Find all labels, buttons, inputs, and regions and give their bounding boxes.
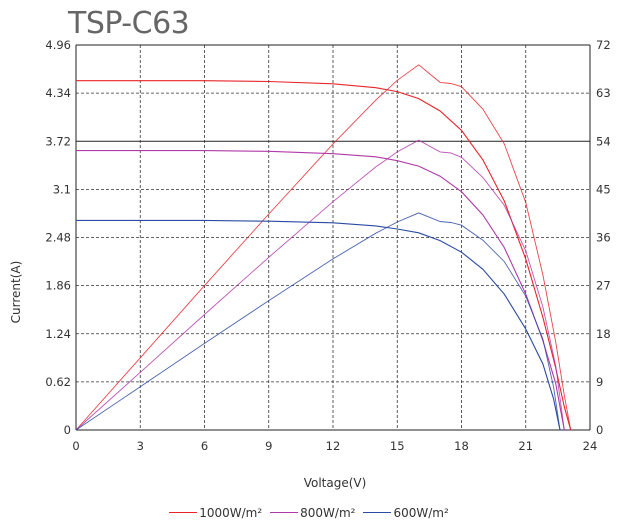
y2-tick-label: 0 (596, 423, 603, 437)
legend-swatch (169, 512, 198, 513)
iv-curve-line (76, 80, 572, 431)
y-tick-label: 3.72 (45, 134, 71, 148)
legend-label: 800W/m² (300, 505, 356, 520)
y2-tick-label: 63 (596, 86, 611, 100)
legend-item: 800W/m² (270, 506, 355, 520)
y2-tick-label: 27 (596, 279, 611, 293)
x-tick-label: 18 (454, 439, 469, 453)
legend-item: 600W/m² (363, 505, 449, 520)
y2-tick-label: 18 (596, 327, 611, 341)
pv-curve-line (75, 139, 565, 431)
x-axis-label: Voltage(V) (303, 476, 367, 490)
y-tick-label: 0 (64, 423, 71, 437)
y-tick-label: 1.86 (45, 279, 71, 293)
x-tick-label: 12 (326, 439, 341, 453)
legend-swatch (270, 512, 299, 513)
y2-tick-label: 54 (596, 134, 611, 148)
x-tick-label: 9 (265, 439, 272, 453)
y-tick-label: 0.62 (45, 375, 71, 389)
chart-title: TSP-C63 (68, 6, 190, 41)
x-tick-label: 21 (518, 439, 533, 453)
x-tick-label: 24 (583, 439, 598, 453)
pv-curve-line (75, 64, 572, 431)
legend-item: 1000W/m² (169, 506, 262, 520)
legend: 1000W/m² 800W/m² 600W/m² (0, 502, 618, 520)
y-axis-label: Current(A) (9, 260, 23, 324)
iv-curve-line (76, 150, 565, 431)
pv-curve-line (75, 212, 561, 431)
iv-curve-line (76, 219, 561, 431)
y2-tick-label: 36 (596, 231, 611, 245)
x-tick-label: 0 (72, 439, 79, 453)
y-tick-label: 4.96 (45, 38, 71, 52)
y-tick-label: 2.48 (45, 231, 71, 245)
legend-label: 1000W/m² (199, 505, 263, 520)
y-tick-label: 3.1 (53, 182, 71, 196)
y-tick-label: 1.24 (45, 327, 71, 341)
x-tick-label: 6 (201, 439, 208, 453)
y2-tick-label: 45 (596, 182, 611, 196)
y2-tick-label: 72 (596, 38, 611, 52)
y2-tick-label: 9 (596, 375, 603, 389)
y-tick-label: 4.34 (45, 86, 71, 100)
legend-swatch (363, 512, 392, 513)
x-tick-label: 15 (390, 439, 405, 453)
x-tick-label: 3 (137, 439, 144, 453)
legend-label: 600W/m² (393, 505, 449, 520)
